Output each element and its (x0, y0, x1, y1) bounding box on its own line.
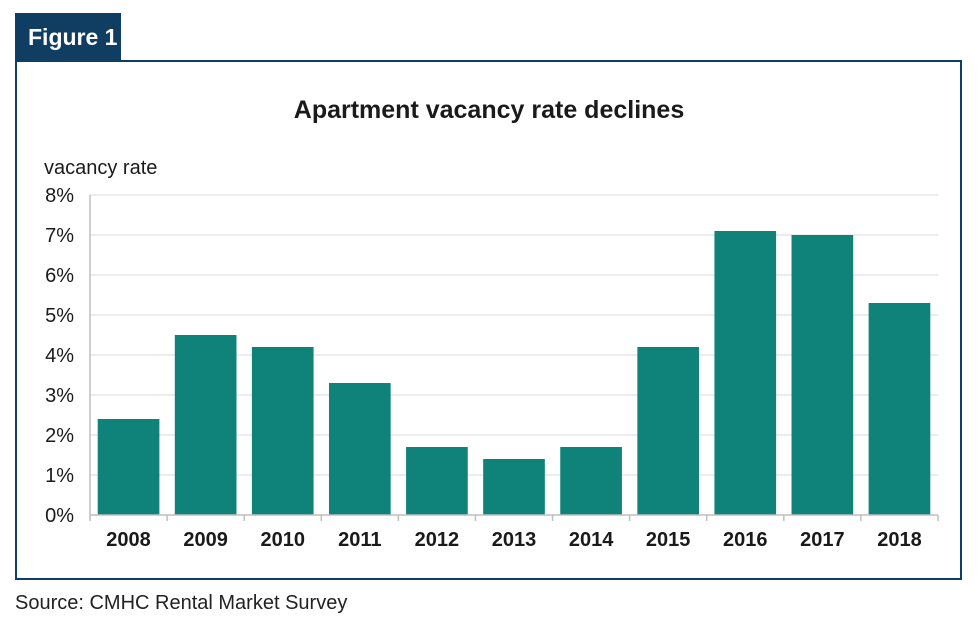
bar-2012 (406, 447, 468, 515)
bar-2008 (97, 419, 160, 515)
y-axis-label: vacancy rate (44, 157, 157, 179)
y-tick-label: 0% (45, 505, 74, 527)
y-tick-label: 5% (45, 305, 74, 327)
y-tick-labels: 0% 1% 2% 3% 4% 5% 6% 7% 8% (45, 185, 74, 527)
chart-title: Apartment vacancy rate declines (294, 96, 684, 124)
x-tick-label: 2014 (569, 529, 614, 551)
figure-label: Figure 1 (15, 13, 121, 61)
bar-2013 (483, 459, 545, 515)
source-note: Source: CMHC Rental Market Survey (15, 592, 348, 614)
bar-2017 (791, 235, 854, 515)
y-tick-label: 2% (45, 425, 74, 447)
x-tick-label: 2010 (260, 529, 305, 551)
axes (89, 195, 939, 521)
bars (97, 231, 931, 515)
y-tick-label: 8% (45, 185, 74, 207)
x-tick-label: 2008 (106, 529, 151, 551)
bar-2016 (714, 231, 777, 515)
x-tick-label: 2012 (415, 529, 460, 551)
x-tick-label: 2017 (800, 529, 845, 551)
y-tick-label: 4% (45, 345, 74, 367)
chart-frame (15, 60, 962, 580)
x-tick-label: 2015 (646, 529, 691, 551)
x-tick-label: 2018 (877, 529, 922, 551)
y-tick-label: 3% (45, 385, 74, 407)
bar-2015 (637, 347, 700, 515)
bar-2009 (174, 335, 237, 515)
bar-2014 (560, 447, 622, 515)
x-tick-label: 2009 (183, 529, 228, 551)
bar-2011 (328, 383, 391, 515)
x-tick-label: 2013 (492, 529, 537, 551)
y-tick-label: 1% (45, 465, 74, 487)
bar-2010 (251, 347, 314, 515)
bar-2018 (868, 303, 931, 515)
x-tick-label: 2016 (723, 529, 768, 551)
x-tick-labels: 2008 2009 2010 2011 2012 2013 2014 2015 2016 2017… (106, 529, 921, 551)
y-tick-label: 7% (45, 225, 74, 247)
x-tick-label: 2011 (338, 529, 381, 551)
y-tick-label: 6% (45, 265, 74, 287)
